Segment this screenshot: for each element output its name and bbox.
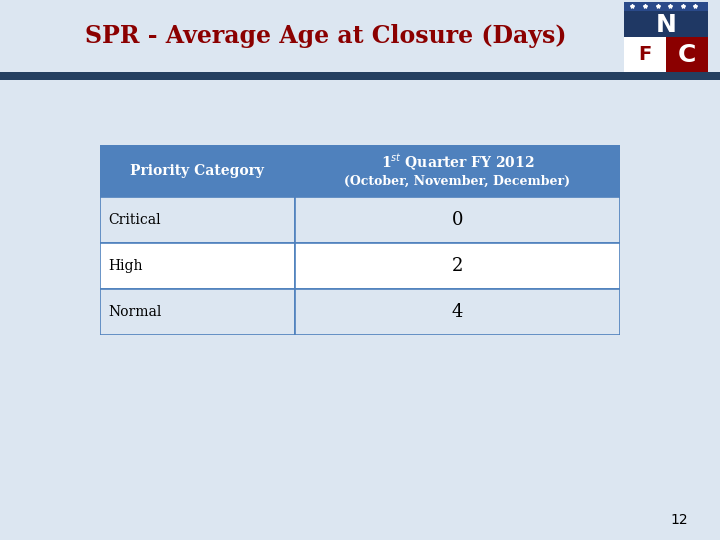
Bar [624, 2, 708, 11]
Text: High: High [108, 259, 143, 273]
Bar [295, 197, 620, 243]
Bar [100, 145, 295, 197]
Bar [624, 2, 708, 37]
Bar [295, 243, 620, 289]
Text: SPR - Average Age at Closure (Days): SPR - Average Age at Closure (Days) [85, 24, 567, 48]
Text: (October, November, December): (October, November, December) [344, 174, 570, 187]
Text: C: C [678, 43, 696, 66]
Bar [666, 37, 708, 72]
Text: 4: 4 [452, 303, 463, 321]
Bar [295, 289, 620, 335]
Bar [295, 145, 620, 197]
Bar [100, 289, 295, 335]
Bar [624, 37, 666, 72]
Bar [100, 197, 295, 243]
Text: N: N [656, 13, 676, 37]
Text: 2: 2 [452, 257, 463, 275]
Text: Critical: Critical [108, 213, 161, 227]
Bar [100, 243, 295, 289]
Text: Priority Category: Priority Category [130, 164, 264, 178]
Bar [0, 72, 720, 80]
Text: Normal: Normal [108, 305, 161, 319]
Text: 12: 12 [670, 512, 688, 526]
Text: 1$^{st}$ Quarter FY 2012: 1$^{st}$ Quarter FY 2012 [381, 153, 534, 173]
Text: F: F [639, 45, 652, 64]
Text: 0: 0 [451, 211, 463, 229]
